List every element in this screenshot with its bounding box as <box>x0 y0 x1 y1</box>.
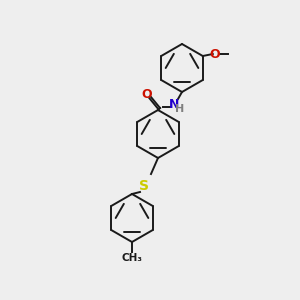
Text: N: N <box>169 98 179 110</box>
Text: CH₃: CH₃ <box>122 253 142 263</box>
Text: O: O <box>209 47 220 61</box>
Text: O: O <box>142 88 152 100</box>
Text: H: H <box>176 104 184 114</box>
Text: S: S <box>139 179 149 193</box>
